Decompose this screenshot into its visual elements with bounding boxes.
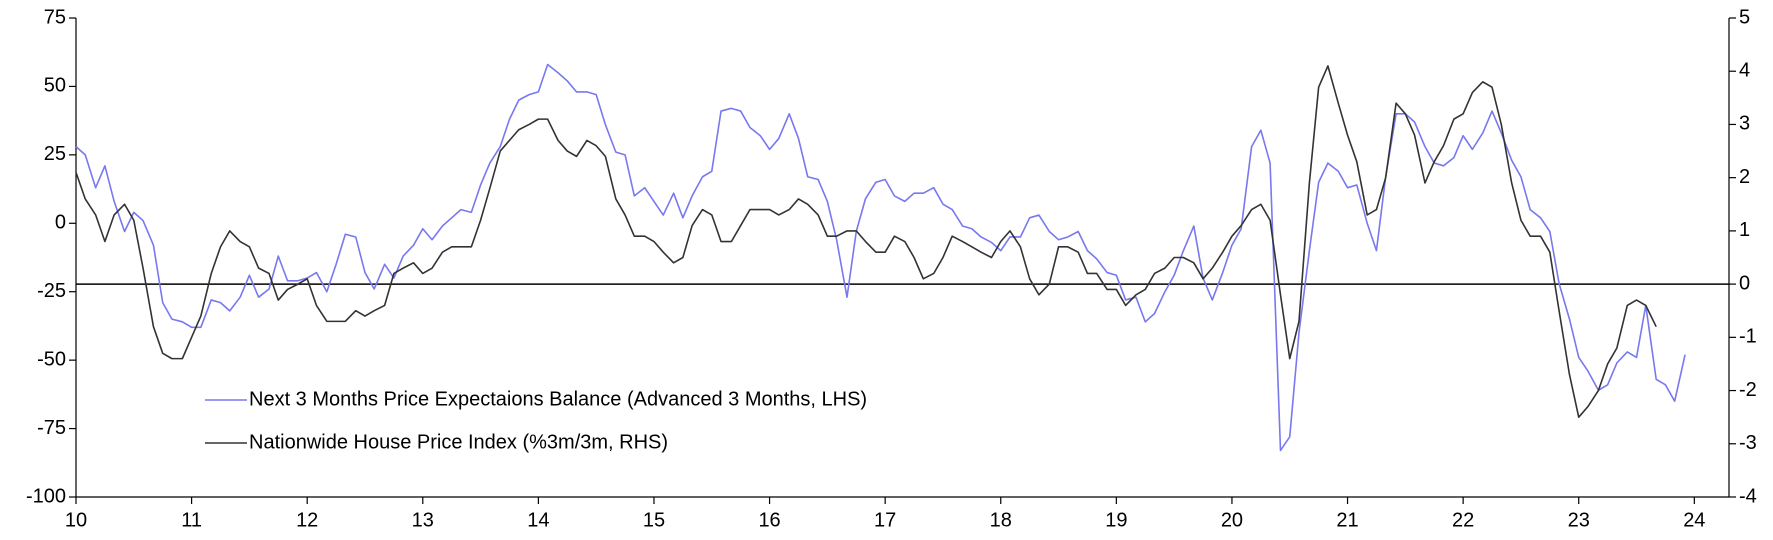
series-line <box>75 63 1686 452</box>
y-tick-label: 0 <box>55 212 66 234</box>
y2-tick-label: 1 <box>1739 219 1750 241</box>
x-tick-label: 21 <box>1336 509 1358 531</box>
x-tick-label: 10 <box>65 509 87 531</box>
y2-tick-label: 0 <box>1739 272 1750 294</box>
x-tick-label: 24 <box>1683 509 1705 531</box>
y2-tick-label: 3 <box>1739 113 1750 135</box>
x-tick-label: 19 <box>1105 509 1127 531</box>
series-line <box>75 65 1657 418</box>
y2-tick-label: -4 <box>1739 485 1757 507</box>
x-tick-label: 13 <box>412 509 434 531</box>
y-tick-label: -100 <box>26 485 66 507</box>
y-tick-label: 50 <box>44 75 66 97</box>
y-tick-label: -25 <box>37 280 66 302</box>
y2-tick-label: 5 <box>1739 6 1750 28</box>
x-tick-label: 18 <box>990 509 1012 531</box>
x-tick-label: 22 <box>1452 509 1474 531</box>
x-tick-label: 11 <box>181 509 202 531</box>
y2-tick-label: -3 <box>1739 432 1757 454</box>
y-tick-label: -50 <box>37 348 66 370</box>
x-tick-label: 14 <box>527 509 549 531</box>
y2-tick-label: 4 <box>1739 60 1750 82</box>
legend-label: Nationwide House Price Index (%3m/3m, RH… <box>249 431 668 453</box>
y-tick-label: 75 <box>44 6 66 28</box>
x-tick-label: 16 <box>758 509 780 531</box>
legend-label: Next 3 Months Price Expectaions Balance … <box>249 388 867 410</box>
y2-tick-label: -2 <box>1739 379 1757 401</box>
x-tick-label: 23 <box>1568 509 1590 531</box>
x-tick-label: 15 <box>643 509 665 531</box>
x-tick-label: 12 <box>296 509 318 531</box>
y-tick-label: 25 <box>44 143 66 165</box>
y2-tick-label: -1 <box>1739 326 1757 348</box>
y-tick-label: -75 <box>37 417 66 439</box>
x-tick-label: 17 <box>874 509 896 531</box>
x-tick-label: 20 <box>1221 509 1243 531</box>
y2-tick-label: 2 <box>1739 166 1750 188</box>
